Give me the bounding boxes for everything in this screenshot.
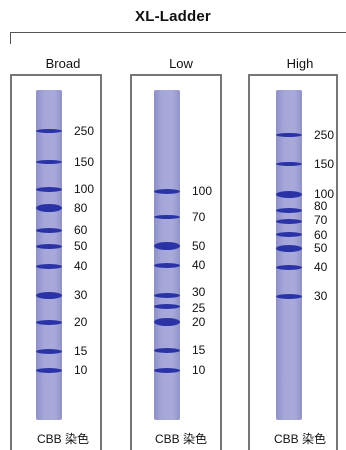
mw-label: 40 bbox=[192, 258, 206, 272]
protein-band bbox=[154, 292, 180, 298]
protein-band bbox=[276, 264, 302, 270]
mw-label: 100 bbox=[74, 182, 95, 196]
stain-label-high: CBB 染色 bbox=[273, 432, 326, 446]
protein-band bbox=[276, 133, 302, 137]
protein-band bbox=[276, 162, 302, 166]
mw-label: 50 bbox=[314, 241, 328, 255]
mw-label: 100 bbox=[314, 187, 335, 201]
mw-label: 15 bbox=[192, 343, 206, 357]
protein-band bbox=[276, 218, 302, 224]
protein-band bbox=[276, 207, 302, 213]
mw-label: 60 bbox=[74, 223, 88, 237]
mw-label: 20 bbox=[74, 315, 88, 329]
mw-label: 10 bbox=[192, 363, 206, 377]
mw-label: 20 bbox=[192, 315, 206, 329]
mw-label: 80 bbox=[74, 201, 88, 215]
mw-label: 70 bbox=[314, 213, 328, 227]
mw-label: 30 bbox=[192, 285, 206, 299]
protein-band bbox=[36, 291, 62, 299]
gel-lane-low bbox=[154, 90, 180, 420]
protein-band bbox=[276, 244, 302, 252]
mw-label: 30 bbox=[74, 288, 88, 302]
mw-label: 60 bbox=[314, 228, 328, 242]
protein-band bbox=[36, 186, 62, 192]
protein-band bbox=[36, 243, 62, 249]
mw-label: 10 bbox=[74, 363, 88, 377]
ladder-bracket bbox=[10, 32, 346, 44]
stain-label-low: CBB 染色 bbox=[154, 432, 207, 446]
gel-lane-high bbox=[276, 90, 302, 420]
mw-label: 50 bbox=[74, 239, 88, 253]
protein-band bbox=[154, 367, 180, 373]
protein-band bbox=[36, 367, 62, 373]
lane-label-high: High bbox=[286, 56, 314, 71]
mw-label: 25 bbox=[192, 301, 206, 315]
protein-band bbox=[36, 263, 62, 269]
mw-label: 80 bbox=[314, 199, 328, 213]
protein-band bbox=[154, 215, 180, 219]
protein-band bbox=[36, 227, 62, 233]
mw-label: 40 bbox=[314, 260, 328, 274]
mw-label: 250 bbox=[74, 124, 95, 138]
lane-label-broad: Broad bbox=[45, 56, 81, 71]
mw-label: 70 bbox=[192, 210, 206, 224]
protein-band bbox=[276, 190, 302, 198]
gel-lane-broad bbox=[36, 90, 62, 420]
mw-label: 250 bbox=[314, 128, 335, 142]
protein-band bbox=[276, 231, 302, 237]
lane-label-low: Low bbox=[169, 56, 193, 71]
protein-band bbox=[154, 347, 180, 353]
mw-label: 150 bbox=[314, 157, 335, 171]
protein-band bbox=[36, 348, 62, 354]
figure-title: XL-Ladder bbox=[135, 8, 211, 25]
mw-label: 40 bbox=[74, 259, 88, 273]
protein-band bbox=[36, 160, 62, 164]
protein-band bbox=[154, 188, 180, 194]
protein-band bbox=[154, 303, 180, 309]
stain-label-broad: CBB 染色 bbox=[36, 432, 89, 446]
mw-label: 50 bbox=[192, 239, 206, 253]
mw-label: 15 bbox=[74, 344, 88, 358]
protein-band bbox=[36, 319, 62, 325]
mw-label: 100 bbox=[192, 184, 213, 198]
protein-band bbox=[154, 318, 180, 326]
protein-band bbox=[36, 129, 62, 133]
protein-band bbox=[36, 204, 62, 212]
mw-label: 30 bbox=[314, 289, 328, 303]
protein-band bbox=[276, 293, 302, 299]
protein-band bbox=[154, 242, 180, 250]
protein-band bbox=[154, 262, 180, 268]
mw-label: 150 bbox=[74, 155, 95, 169]
